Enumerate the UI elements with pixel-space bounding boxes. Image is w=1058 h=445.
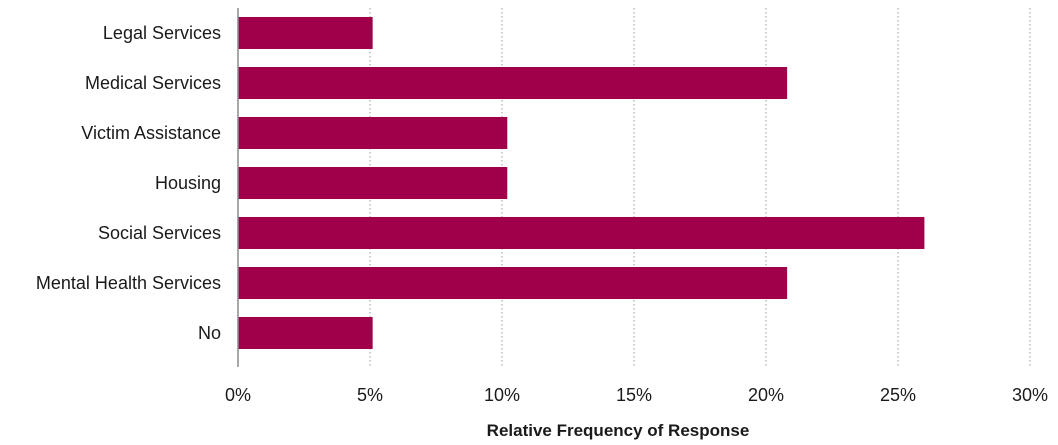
bar-victim-assistance [238, 117, 508, 149]
bars [238, 17, 925, 349]
bar-no [238, 317, 373, 349]
bar-legal-services [238, 17, 373, 49]
category-label: Medical Services [85, 73, 221, 93]
x-tick-label: 5% [357, 385, 383, 405]
x-tick-label: 10% [484, 385, 520, 405]
bar-housing [238, 167, 508, 199]
category-label: Mental Health Services [36, 273, 221, 293]
category-labels: Legal Services Medical Services Victim Ass… [36, 23, 221, 343]
category-label: Social Services [98, 223, 221, 243]
bar-medical-services [238, 67, 788, 99]
x-axis-title: Relative Frequency of Response [487, 421, 750, 440]
bar-mental-health-services [238, 267, 788, 299]
category-label: No [198, 323, 221, 343]
category-label: Housing [155, 173, 221, 193]
category-label: Victim Assistance [81, 123, 221, 143]
x-tick-label: 30% [1012, 385, 1048, 405]
bar-social-services [238, 217, 925, 249]
x-tick-label: 25% [880, 385, 916, 405]
x-tick-labels: 0% 5% 10% 15% 20% 25% 30% [225, 385, 1048, 405]
x-tick-label: 0% [225, 385, 251, 405]
x-tick-label: 20% [748, 385, 784, 405]
category-label: Legal Services [103, 23, 221, 43]
x-tick-label: 15% [616, 385, 652, 405]
